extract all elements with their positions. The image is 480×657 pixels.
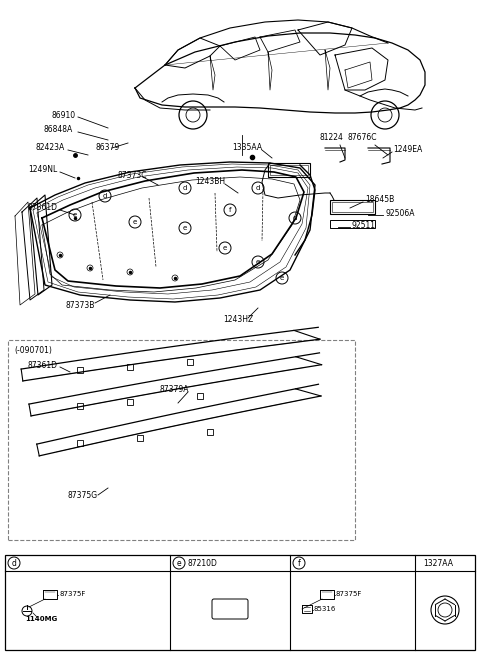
Text: 1140MG: 1140MG xyxy=(25,616,57,622)
Text: 86848A: 86848A xyxy=(43,125,72,135)
Text: d: d xyxy=(293,215,297,221)
Text: 1335AA: 1335AA xyxy=(232,143,262,152)
Text: 87375F: 87375F xyxy=(59,591,85,597)
Text: 87373C: 87373C xyxy=(118,171,147,179)
Text: 86379: 86379 xyxy=(95,143,119,152)
Text: e: e xyxy=(73,212,77,218)
Text: 92506A: 92506A xyxy=(385,208,415,217)
Text: e: e xyxy=(133,219,137,225)
Bar xyxy=(77,440,83,446)
Bar xyxy=(207,429,213,435)
Text: 86910: 86910 xyxy=(52,110,76,120)
Text: e: e xyxy=(280,275,284,281)
Bar xyxy=(197,393,203,399)
Text: 1327AA: 1327AA xyxy=(423,558,453,568)
Text: f: f xyxy=(298,558,300,568)
Text: 87361D: 87361D xyxy=(28,361,58,369)
Text: d: d xyxy=(12,558,16,568)
Text: d: d xyxy=(256,185,260,191)
Text: 1249NL: 1249NL xyxy=(28,166,57,175)
Bar xyxy=(330,220,375,228)
Text: 81224: 81224 xyxy=(320,133,344,143)
Text: 1249EA: 1249EA xyxy=(393,145,422,154)
Text: 92511: 92511 xyxy=(352,221,376,229)
Bar xyxy=(127,399,133,405)
Text: 87676C: 87676C xyxy=(348,133,377,143)
Text: 87361D: 87361D xyxy=(28,204,58,212)
Text: e: e xyxy=(256,259,260,265)
Text: e: e xyxy=(183,225,187,231)
Bar xyxy=(187,359,193,365)
Bar xyxy=(127,364,133,370)
Bar xyxy=(77,367,83,373)
Text: 1243BH: 1243BH xyxy=(195,177,225,187)
Text: 1243HZ: 1243HZ xyxy=(223,315,253,325)
Text: 18645B: 18645B xyxy=(365,196,394,204)
Text: (-090701): (-090701) xyxy=(14,346,52,355)
Text: d: d xyxy=(183,185,187,191)
Bar xyxy=(270,165,308,175)
Text: e: e xyxy=(223,245,227,251)
Text: 87373B: 87373B xyxy=(65,300,95,309)
Bar xyxy=(8,340,355,540)
Text: e: e xyxy=(177,558,181,568)
Bar xyxy=(332,202,373,212)
Text: 87379A: 87379A xyxy=(160,386,190,394)
Bar xyxy=(5,555,475,650)
Bar xyxy=(77,403,83,409)
Bar xyxy=(137,435,143,441)
Text: 87375G: 87375G xyxy=(68,491,98,499)
Text: d: d xyxy=(103,193,107,199)
Text: f: f xyxy=(229,207,231,213)
Text: 85316: 85316 xyxy=(314,606,336,612)
Text: 82423A: 82423A xyxy=(35,143,64,152)
Bar xyxy=(268,163,310,177)
Bar xyxy=(330,200,375,214)
Text: 87210D: 87210D xyxy=(188,558,218,568)
Text: 87375F: 87375F xyxy=(336,591,362,597)
